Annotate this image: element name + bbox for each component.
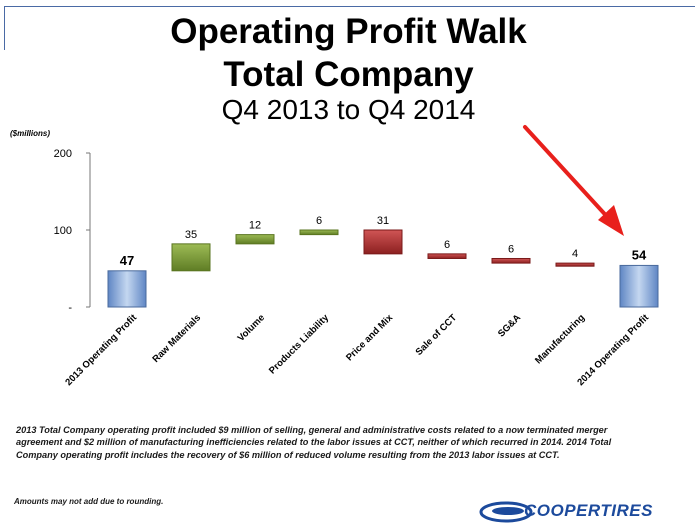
x-labels: 2013 Operating Profit Raw Materials Volume… bbox=[63, 312, 651, 388]
x-tick-label: Price and Mix bbox=[344, 312, 396, 364]
x-tick-label: 2013 Operating Profit bbox=[63, 312, 139, 388]
title-line-2: Total Company bbox=[223, 55, 474, 94]
x-tick-label: 2014 Operating Profit bbox=[575, 312, 651, 388]
x-tick-label: Products Liability bbox=[267, 312, 332, 377]
bars bbox=[107, 229, 659, 308]
tire-swoosh-icon bbox=[479, 501, 533, 523]
title-line-3: Q4 2013 to Q4 2014 bbox=[221, 94, 476, 125]
value-label: 54 bbox=[632, 247, 647, 262]
value-label: 6 bbox=[508, 243, 514, 255]
value-label: 31 bbox=[377, 215, 389, 227]
logo-wordmark: COOPERTIRES bbox=[524, 501, 653, 520]
value-label: 35 bbox=[185, 229, 197, 241]
value-label: 47 bbox=[120, 253, 134, 268]
bar-sg-a bbox=[491, 257, 531, 264]
frame-top-line bbox=[4, 6, 695, 7]
value-label: 4 bbox=[572, 248, 578, 260]
bar-price-and-mix bbox=[363, 229, 403, 255]
x-tick-label: SG&A bbox=[496, 312, 523, 339]
bar-2013-operating-profit bbox=[107, 270, 147, 308]
bar-sale-of-cct bbox=[427, 253, 467, 259]
value-label: 12 bbox=[249, 220, 261, 232]
y-tick-label: - bbox=[68, 302, 72, 314]
footnote-text: 2013 Total Company operating profit incl… bbox=[16, 425, 612, 460]
title-line-1: Operating Profit Walk bbox=[170, 12, 527, 51]
value-label: 6 bbox=[316, 215, 322, 227]
frame-left-line bbox=[4, 6, 5, 50]
y-tick-label: 200 bbox=[54, 148, 72, 160]
x-tick-label: Manufacturing bbox=[533, 312, 587, 366]
bar-raw-materials bbox=[171, 243, 211, 272]
bar-2014-operating-profit bbox=[619, 264, 659, 308]
x-tick-label: Sale of CCT bbox=[414, 312, 460, 358]
y-ticks: - 100 200 bbox=[54, 148, 90, 314]
value-labels: 47 35 12 6 31 6 6 4 54 bbox=[120, 215, 647, 268]
bar-manufacturing bbox=[555, 262, 595, 267]
x-tick-label: Volume bbox=[236, 312, 268, 344]
y-tick-label: 100 bbox=[54, 225, 72, 237]
unit-label: ($millions) bbox=[10, 129, 50, 138]
bar-volume bbox=[235, 234, 275, 245]
cooper-tires-logo: COOPERTIRES bbox=[478, 497, 693, 527]
waterfall-chart: ($millions) - 100 200 47 35 12 6 31 6 6 4 54 2013 … bbox=[10, 125, 659, 388]
bar-products-liability bbox=[299, 229, 339, 236]
red-arrow-icon bbox=[523, 125, 624, 236]
value-label: 6 bbox=[444, 239, 450, 251]
rounding-disclaimer: Amounts may not add due to rounding. bbox=[14, 497, 164, 506]
x-tick-label: Raw Materials bbox=[151, 312, 204, 365]
